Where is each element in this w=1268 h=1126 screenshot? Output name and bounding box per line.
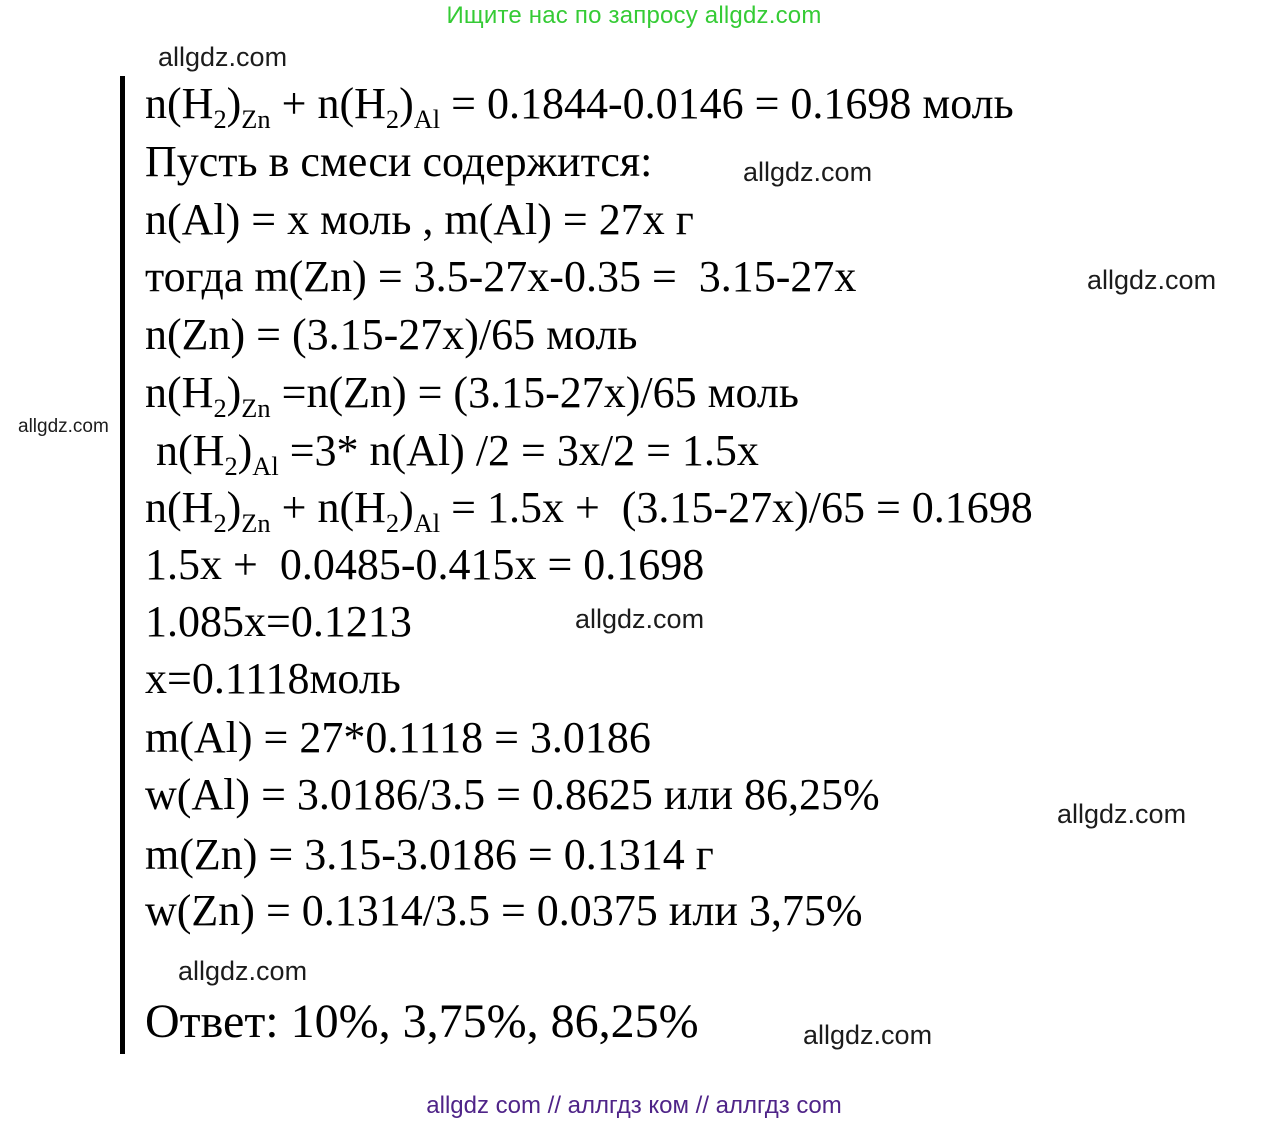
solution-line: 1.5x + 0.0485-0.415x = 0.1698 — [145, 540, 705, 589]
promo-banner-text: Ищите нас по запросу allgdz.com — [446, 2, 822, 29]
solution-line: 1.085x=0.1213 — [145, 597, 412, 646]
watermark-text: allgdz.com — [803, 1020, 933, 1050]
footer-watermark: allgdz com // аллгдз ком // аллгдз com — [426, 1092, 842, 1119]
solution-line: m(Zn) = 3.15-3.0186 = 0.1314 г — [145, 830, 714, 879]
solution-line: w(Al) = 3.0186/3.5 = 0.8625 или 86,25% — [145, 770, 880, 819]
solution-line: n(H2)Zn + n(H2)Al = 1.5x + (3.15-27x)/65… — [145, 483, 1033, 538]
solution-line: x=0.1118моль — [145, 654, 401, 703]
watermark-text: allgdz.com — [1057, 799, 1187, 829]
watermark-text: allgdz.com — [158, 42, 288, 72]
solution-line: Пусть в смеси содержится: — [145, 137, 653, 186]
solution-line: n(H2)Al =3* n(Al) /2 = 3x/2 = 1.5x — [145, 426, 759, 481]
solution-line: Ответ: 10%, 3,75%, 86,25% — [145, 995, 699, 1048]
solution-line: m(Al) = 27*0.1118 = 3.0186 — [145, 713, 651, 762]
watermark-text: allgdz.com — [18, 416, 109, 437]
watermark-text: allgdz.com — [1087, 265, 1217, 295]
watermark-text: allgdz.com — [743, 157, 873, 187]
watermark-text: allgdz.com — [178, 956, 308, 986]
watermark-text: allgdz.com — [575, 604, 705, 634]
solution-line: w(Zn) = 0.1314/3.5 = 0.0375 или 3,75% — [145, 886, 863, 935]
solution-line: тогда m(Zn) = 3.5-27x-0.35 = 3.15-27x — [145, 252, 857, 301]
solution-line: n(H2)Zn + n(H2)Al = 0.1844-0.0146 = 0.16… — [145, 79, 1014, 134]
solution-line: n(Zn) = (3.15-27x)/65 моль — [145, 310, 638, 359]
margin-rule — [120, 76, 125, 1054]
solution-line: n(H2)Zn =n(Zn) = (3.15-27x)/65 моль — [145, 368, 799, 423]
solution-line: n(Al) = x моль , m(Al) = 27x г — [145, 195, 694, 244]
